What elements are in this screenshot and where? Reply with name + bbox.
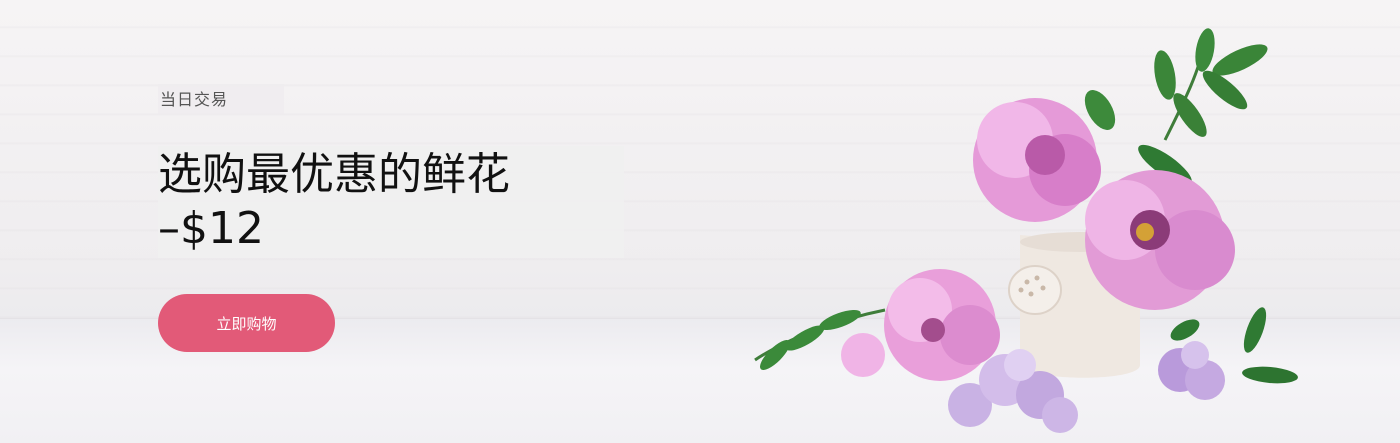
hero-eyebrow: 当日交易 (158, 84, 285, 114)
lilac-flowers (948, 341, 1225, 433)
shop-now-button[interactable]: 立即购物 (158, 294, 335, 352)
hero-content: 当日交易 选购最优惠的鲜花 –$12 (158, 84, 628, 258)
green-leaves (754, 28, 1298, 384)
hero-headline-price: –$12 (158, 203, 264, 254)
pink-peony-flowers (841, 98, 1235, 381)
flower-bouquet-image (754, 28, 1298, 433)
hero-headline: 选购最优惠的鲜花 –$12 (158, 146, 624, 258)
hero-headline-line1: 选购最优惠的鲜花 (158, 149, 510, 200)
